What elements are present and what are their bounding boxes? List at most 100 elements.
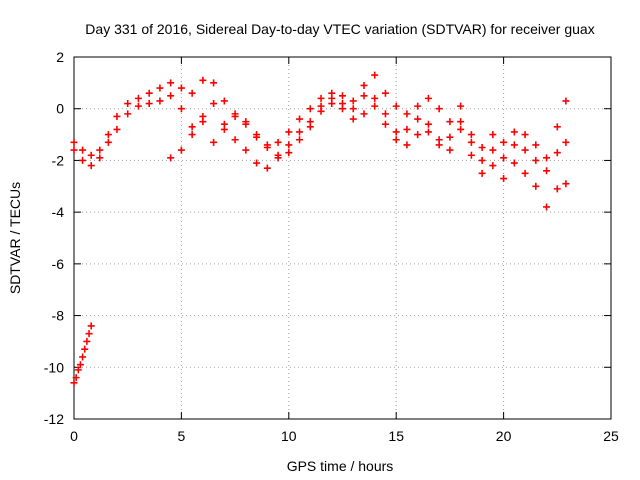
data-point	[285, 141, 293, 149]
data-point	[242, 146, 250, 154]
data-point	[489, 131, 497, 139]
data-point	[414, 131, 422, 139]
data-point	[317, 94, 325, 102]
x-tick-label: 15	[388, 428, 404, 444]
data-point	[424, 128, 432, 136]
data-point	[156, 97, 164, 105]
data-point	[296, 136, 304, 144]
data-point	[231, 112, 239, 120]
data-point	[145, 100, 153, 108]
x-tick-label: 5	[178, 428, 186, 444]
data-point	[381, 120, 389, 128]
plot-frame	[73, 56, 612, 420]
data-point	[371, 71, 379, 79]
data-point	[156, 84, 164, 92]
data-point	[446, 118, 454, 126]
data-point	[543, 167, 551, 175]
data-point	[403, 110, 411, 118]
data-point	[167, 79, 175, 87]
data-point	[349, 97, 357, 105]
data-point	[124, 110, 132, 118]
x-axis-label: GPS time / hours	[287, 458, 394, 474]
y-axis-label: SDTVAR / TECUs	[7, 182, 23, 294]
data-point	[328, 94, 336, 102]
data-point	[306, 105, 314, 113]
series-track-b	[70, 92, 570, 211]
data-point	[79, 156, 87, 164]
data-point	[113, 125, 121, 133]
data-point	[532, 141, 540, 149]
data-point	[96, 154, 104, 162]
data-point	[220, 125, 228, 133]
data-point	[124, 100, 132, 108]
data-point	[553, 149, 561, 157]
data-point	[489, 162, 497, 170]
data-point	[562, 97, 570, 105]
data-point	[457, 118, 465, 126]
data-point	[392, 102, 400, 110]
data-point	[253, 159, 261, 167]
data-point	[220, 97, 228, 105]
data-point	[360, 110, 368, 118]
data-point	[424, 120, 432, 128]
series-track-c	[167, 92, 570, 175]
data-point	[360, 92, 368, 100]
data-point	[478, 144, 486, 151]
data-point	[167, 92, 175, 100]
data-point	[478, 169, 486, 177]
data-point	[87, 151, 95, 159]
data-point	[72, 374, 80, 382]
data-point	[532, 156, 540, 164]
data-point	[467, 138, 475, 146]
data-point	[188, 89, 196, 97]
series-track-a	[70, 71, 570, 162]
y-tick-label: -12	[44, 411, 64, 427]
x-tick-label: 0	[70, 428, 78, 444]
data-point	[457, 125, 465, 133]
data-point	[349, 105, 357, 113]
data-point	[489, 146, 497, 154]
data-point	[104, 138, 112, 146]
data-point	[188, 123, 196, 131]
data-point	[510, 159, 518, 167]
data-point	[446, 133, 454, 141]
data-point	[87, 162, 95, 170]
data-point	[134, 102, 142, 110]
data-point	[424, 94, 432, 102]
data-point	[113, 112, 121, 120]
data-point	[500, 138, 508, 146]
data-point	[317, 102, 325, 110]
data-point	[392, 128, 400, 136]
data-point	[231, 136, 239, 144]
data-point	[339, 92, 346, 100]
data-point	[74, 366, 82, 374]
data-point	[87, 322, 95, 330]
data-point	[562, 180, 570, 188]
data-point	[553, 185, 561, 193]
data-point	[543, 203, 551, 211]
y-tick-label: -6	[52, 256, 65, 272]
data-point	[349, 115, 357, 123]
data-point	[177, 105, 185, 113]
y-tick-label: 0	[56, 101, 64, 117]
data-point	[253, 133, 261, 141]
data-point	[188, 131, 196, 139]
data-point	[177, 84, 185, 92]
data-point	[500, 175, 508, 183]
data-point	[521, 169, 529, 177]
x-tick-label: 20	[496, 428, 512, 444]
y-tick-label: 2	[56, 49, 64, 65]
data-point	[210, 100, 218, 108]
data-point	[274, 138, 282, 146]
data-point	[371, 102, 379, 110]
data-point	[467, 131, 475, 139]
data-point	[81, 345, 89, 353]
series-isolated-early-segment	[70, 322, 95, 387]
data-point	[543, 154, 551, 162]
chart-title: Day 331 of 2016, Sidereal Day-to-day VTE…	[85, 21, 594, 37]
data-point	[521, 131, 529, 139]
data-point	[457, 102, 465, 110]
data-point	[414, 102, 422, 110]
x-tick-label: 25	[603, 428, 619, 444]
data-point	[70, 138, 78, 146]
